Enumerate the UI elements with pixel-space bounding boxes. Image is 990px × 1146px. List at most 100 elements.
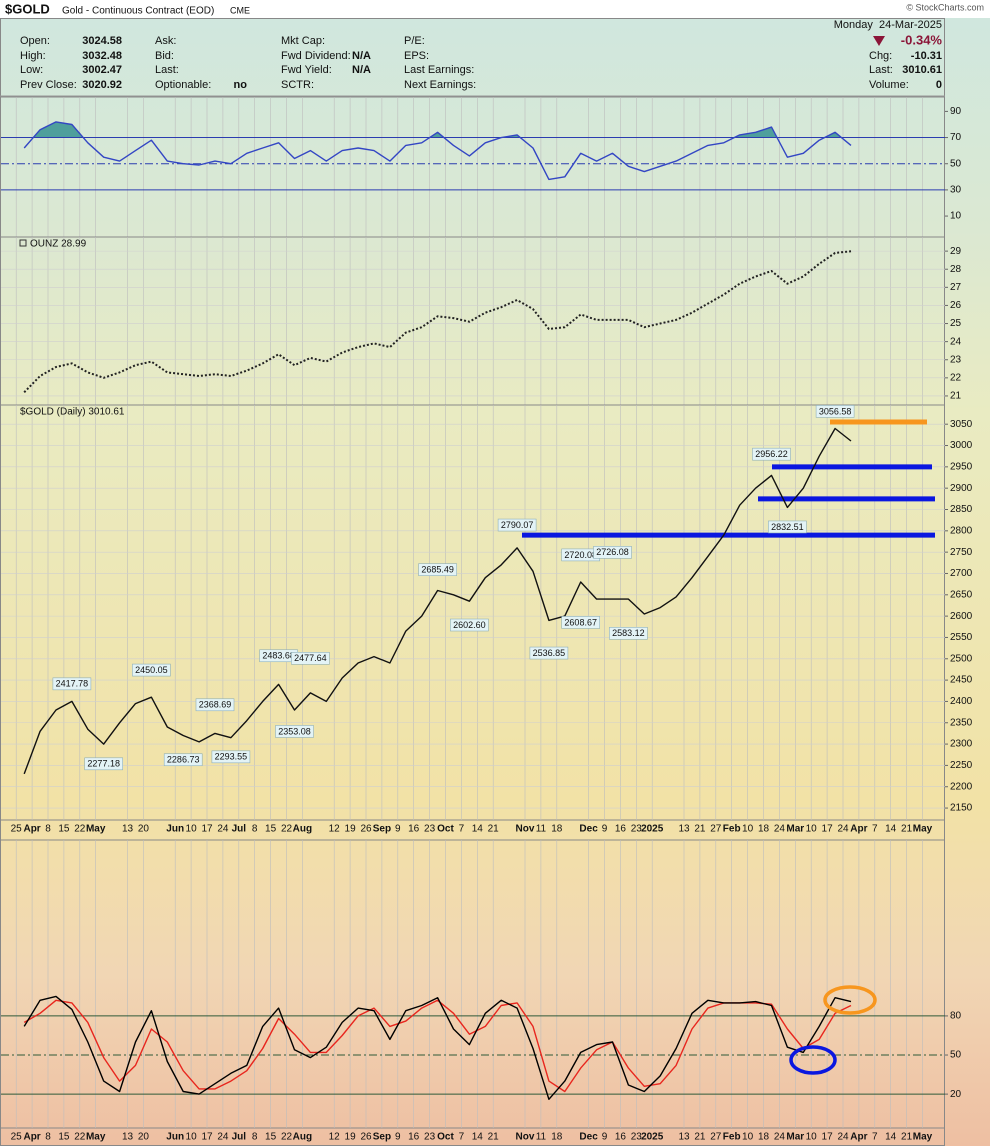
x-tick-label: 10 [742,824,754,835]
y-tick-label: 2550 [950,632,973,643]
x-tick-label: 27 [710,1132,722,1143]
x-tick-label: 7 [872,824,878,835]
annotation-box [211,750,251,764]
x-tick-label: 24 [217,1132,229,1143]
x-tick-label: May [86,1132,106,1143]
price-annotation: 2353.08 [278,726,311,736]
x-tick-label: 13 [678,1132,690,1143]
x-tick-label: Mar [786,824,804,835]
quote-label: Prev Close: [20,79,77,91]
x-tick-label: 22 [281,824,293,835]
x-tick-label: Aug [293,824,312,835]
y-tick-label: 22 [950,372,962,383]
x-tick-label: Oct [437,824,454,835]
price-annotation: 2720.08 [564,550,597,560]
y-tick-label: 2850 [950,504,973,515]
highlight-circle [789,1045,837,1075]
annotation-box [450,618,489,632]
x-tick-label: 21 [901,824,913,835]
x-tick-label: Apr [850,1132,867,1143]
x-tick-label: 17 [201,1132,213,1143]
quote-value: 3020.92 [82,79,122,91]
annotation-box [84,757,123,771]
y-tick-label: 27 [950,282,962,293]
x-tick-label: 22 [74,1132,86,1143]
stat-value: -10.31 [911,50,942,62]
y-tick-label: 2200 [950,781,973,792]
x-tick-label: 13 [122,1132,134,1143]
highlight-circle [823,985,877,1015]
x-tick-label: 8 [252,1132,258,1143]
x-tick-label: Sep [373,824,391,835]
annotation-box [291,652,330,665]
x-tick-label: 14 [885,824,897,835]
x-tick-label: Nov [516,1132,535,1143]
quote-value: no [234,79,248,91]
y-tick-label: 2500 [950,653,973,664]
annotation-box [195,698,235,712]
x-tick-label: 15 [58,824,70,835]
annotation-box [418,563,457,576]
x-tick-label: 21 [694,1132,706,1143]
y-tick-label: 2350 [950,717,973,728]
stat-value: 3010.61 [902,64,942,76]
y-tick-label: 2150 [950,803,973,814]
x-tick-label: May [86,824,106,835]
title-bar [0,0,990,18]
y-tick-label: 29 [950,246,962,257]
x-tick-label: 18 [758,824,770,835]
x-tick-label: 21 [694,824,706,835]
x-tick-label: 24 [774,1132,786,1143]
x-tick-label: 2025 [641,824,664,835]
x-tick-label: 21 [901,1132,913,1143]
y-tick-label: 2800 [950,525,973,536]
stat-label: Volume: [869,79,909,91]
annotation-box [752,447,791,461]
price-annotation: 2832.51 [771,522,804,532]
quote-value: 3032.48 [82,50,122,62]
y-tick-label: 23 [950,354,962,365]
x-tick-label: 16 [408,824,420,835]
y-tick-label: 2450 [950,675,973,686]
annotation-box [593,546,632,559]
x-tick-label: 14 [472,824,484,835]
series-line [23,427,852,775]
x-tick-label: Apr [23,824,40,835]
quote-label: Ask: [155,35,176,47]
x-tick-label: 22 [281,1132,293,1143]
x-tick-label: 10 [186,1132,198,1143]
x-tick-label: 18 [758,1132,770,1143]
annotation-box [163,753,203,767]
quote-label: Mkt Cap: [281,35,325,47]
y-tick-label: 28 [950,264,962,275]
y-tick-label: 3000 [950,440,973,451]
y-tick-label: 50 [950,158,962,169]
annotation-box [275,725,314,738]
x-tick-label: 20 [138,824,150,835]
series-line [23,121,852,181]
x-tick-label: 9 [395,824,401,835]
quote-value: N/A [352,64,371,76]
series-line [23,999,852,1093]
y-tick-label: 50 [950,1050,962,1061]
x-tick-label: 21 [488,824,500,835]
x-tick-label: Feb [723,1132,741,1143]
quote-label: Open: [20,35,50,47]
annotation-box [815,405,855,418]
x-tick-label: 10 [742,1132,754,1143]
series-line [23,250,852,393]
panel-title: $GOLD (Daily) 3010.61 [20,407,125,418]
x-tick-label: 16 [615,824,627,835]
x-tick-label: 14 [885,1132,897,1143]
x-tick-label: 10 [186,824,198,835]
annotation-box [132,663,171,677]
security-name: Gold - Continuous Contract (EOD) [62,6,214,17]
quote-label: P/E: [404,35,425,47]
y-tick-label: 2750 [950,547,973,558]
x-tick-label: 23 [631,824,643,835]
x-tick-label: 11 [536,824,547,835]
x-tick-label: 15 [58,1132,70,1143]
x-tick-label: 19 [345,1132,357,1143]
y-tick-label: 20 [950,1089,962,1100]
